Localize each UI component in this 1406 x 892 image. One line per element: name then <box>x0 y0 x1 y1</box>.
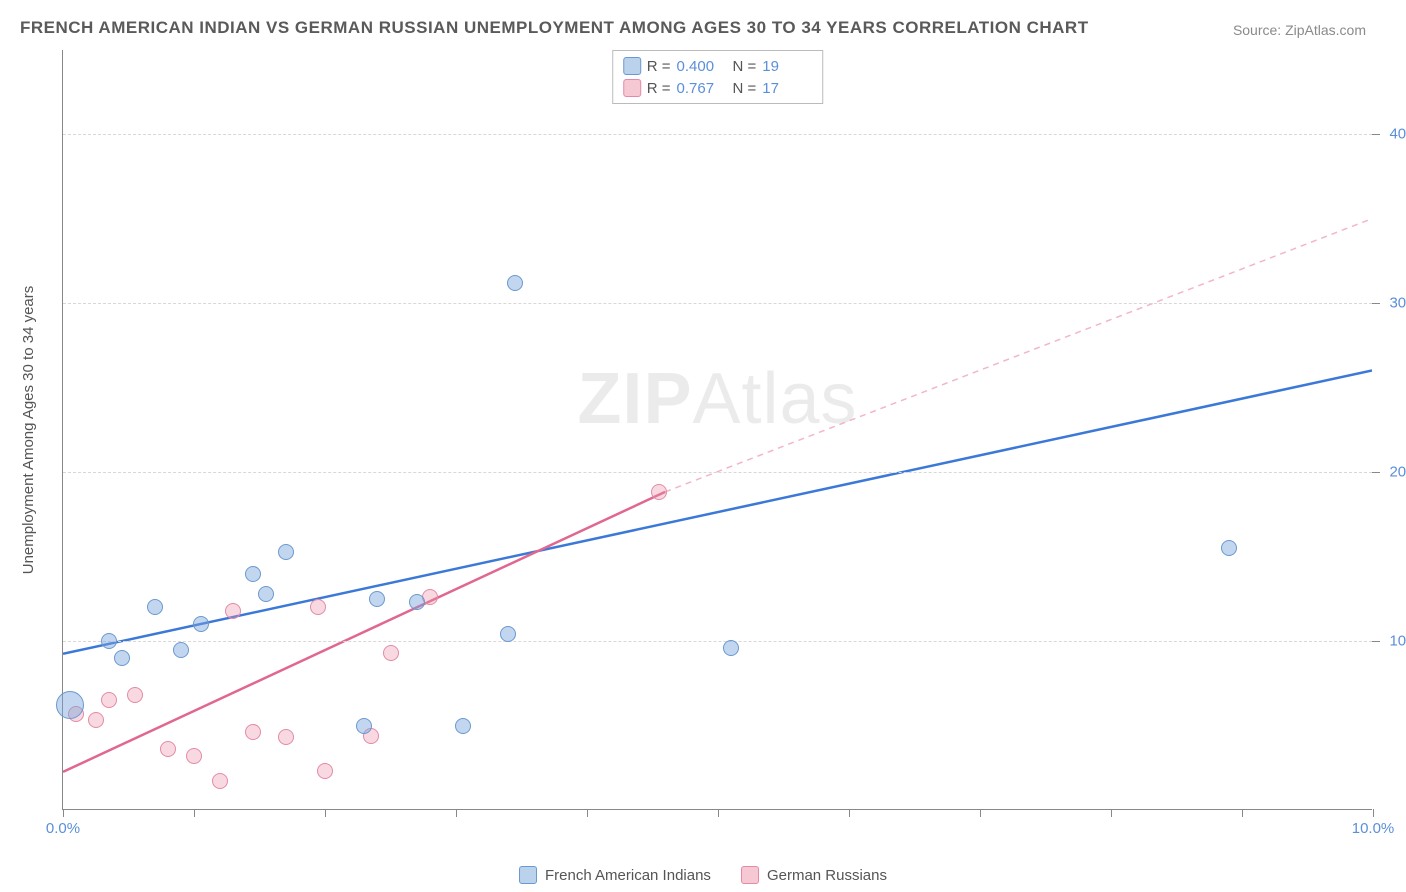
data-point-blue <box>147 599 163 615</box>
gridline <box>63 641 1372 642</box>
source-label: Source: ZipAtlas.com <box>1233 22 1366 38</box>
data-point-blue <box>278 544 294 560</box>
legend-bottom: French American Indians German Russians <box>519 866 887 884</box>
legend-r-label: R = <box>647 80 671 97</box>
watermark-light: Atlas <box>692 359 857 439</box>
legend-r-label: R = <box>647 58 671 75</box>
x-tick-mark <box>1373 809 1374 817</box>
data-point-blue <box>409 594 425 610</box>
legend-n-label: N = <box>733 58 757 75</box>
legend-r-value: 0.400 <box>677 58 727 75</box>
x-tick-label: 0.0% <box>46 820 80 837</box>
data-point-blue <box>245 566 261 582</box>
y-tick-mark <box>1372 303 1380 304</box>
trend-lines <box>63 50 1372 809</box>
chart-title: FRENCH AMERICAN INDIAN VS GERMAN RUSSIAN… <box>20 18 1089 38</box>
plot-surface: ZIPAtlas R =0.400N =19R =0.767N =17 10.0… <box>62 50 1372 810</box>
y-tick-mark <box>1372 134 1380 135</box>
x-tick-label: 10.0% <box>1352 820 1395 837</box>
data-point-pink <box>225 603 241 619</box>
legend-n-label: N = <box>733 80 757 97</box>
data-point-pink <box>186 748 202 764</box>
stats-legend-row: R = 0.767 N = 17 <box>623 77 813 99</box>
x-tick-mark <box>456 809 457 817</box>
legend-swatch <box>741 866 759 884</box>
data-point-pink <box>160 741 176 757</box>
legend-r-value: 0.767 <box>677 80 727 97</box>
data-point-pink <box>127 687 143 703</box>
data-point-pink <box>101 692 117 708</box>
chart-area: ZIPAtlas R =0.400N =19R =0.767N =17 10.0… <box>62 50 1372 810</box>
data-point-pink <box>317 763 333 779</box>
x-tick-mark <box>1111 809 1112 817</box>
y-axis-label: Unemployment Among Ages 30 to 34 years <box>20 286 37 575</box>
y-tick-mark <box>1372 472 1380 473</box>
x-tick-mark <box>587 809 588 817</box>
trend-line <box>665 219 1372 492</box>
watermark: ZIPAtlas <box>577 358 857 440</box>
x-tick-mark <box>194 809 195 817</box>
data-point-pink <box>310 599 326 615</box>
y-tick-label: 30.0% <box>1377 295 1406 312</box>
data-point-pink <box>88 712 104 728</box>
gridline <box>63 134 1372 135</box>
legend-n-value: 19 <box>762 58 812 75</box>
y-tick-label: 10.0% <box>1377 633 1406 650</box>
data-point-blue <box>101 633 117 649</box>
data-point-blue <box>723 640 739 656</box>
legend-swatch <box>519 866 537 884</box>
x-tick-mark <box>63 809 64 817</box>
gridline <box>63 472 1372 473</box>
x-tick-mark <box>325 809 326 817</box>
x-tick-mark <box>849 809 850 817</box>
data-point-blue <box>1221 540 1237 556</box>
data-point-pink <box>383 645 399 661</box>
legend-swatch <box>623 57 641 75</box>
data-point-blue <box>455 718 471 734</box>
data-point-blue <box>369 591 385 607</box>
legend-n-value: 17 <box>762 80 812 97</box>
data-point-blue <box>500 626 516 642</box>
legend-label: French American Indians <box>545 867 711 884</box>
legend-label: German Russians <box>767 867 887 884</box>
y-tick-label: 40.0% <box>1377 126 1406 143</box>
data-point-blue <box>114 650 130 666</box>
data-point-blue <box>507 275 523 291</box>
data-point-blue <box>258 586 274 602</box>
legend-item: German Russians <box>741 866 887 884</box>
legend-swatch <box>623 79 641 97</box>
stats-legend-row: R = 0.400 N = 19 <box>623 55 813 77</box>
data-point-blue <box>56 691 84 719</box>
data-point-pink <box>212 773 228 789</box>
data-point-pink <box>651 484 667 500</box>
stats-legend: R = 0.400 N = 19 R = 0.767 N = 17 <box>612 50 824 104</box>
data-point-blue <box>173 642 189 658</box>
trend-line <box>63 370 1372 653</box>
data-point-pink <box>245 724 261 740</box>
x-tick-mark <box>980 809 981 817</box>
y-tick-mark <box>1372 641 1380 642</box>
legend-item: French American Indians <box>519 866 711 884</box>
data-point-pink <box>278 729 294 745</box>
data-point-blue <box>193 616 209 632</box>
x-tick-mark <box>718 809 719 817</box>
watermark-bold: ZIP <box>577 359 692 439</box>
y-tick-label: 20.0% <box>1377 464 1406 481</box>
x-tick-mark <box>1242 809 1243 817</box>
gridline <box>63 303 1372 304</box>
data-point-blue <box>356 718 372 734</box>
